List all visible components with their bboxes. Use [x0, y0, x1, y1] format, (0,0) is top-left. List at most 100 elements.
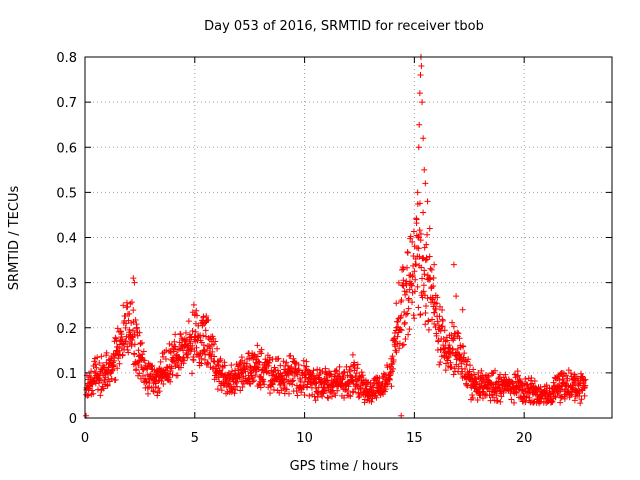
data-point: [484, 372, 491, 379]
data-point: [204, 359, 211, 366]
data-point: [192, 328, 199, 335]
data-point: [144, 385, 151, 392]
data-point: [268, 377, 275, 384]
data-point: [130, 275, 137, 282]
data-point: [497, 371, 504, 378]
data-point: [469, 392, 476, 399]
data-point: [549, 398, 556, 405]
data-point: [559, 370, 566, 377]
data-point: [130, 327, 137, 334]
data-point: [423, 256, 430, 263]
x-tick-label: 10: [296, 431, 313, 446]
data-point: [316, 367, 323, 374]
data-point: [444, 337, 451, 344]
data-point: [205, 316, 212, 323]
data-point: [552, 394, 559, 401]
data-point: [373, 394, 380, 401]
data-point: [568, 391, 575, 398]
data-point: [207, 345, 214, 352]
data-point: [389, 353, 396, 360]
data-point: [450, 371, 457, 378]
data-point: [274, 367, 281, 374]
data-point: [167, 368, 174, 375]
x-axis-label: GPS time / hours: [290, 459, 399, 474]
data-point: [430, 274, 437, 281]
data-point: [274, 356, 281, 363]
data-point: [393, 349, 400, 356]
data-point: [136, 357, 143, 364]
data-point: [431, 320, 438, 327]
data-point: [129, 334, 136, 341]
data-point: [105, 364, 112, 371]
y-tick-label: 0.7: [56, 96, 77, 111]
data-point: [552, 393, 559, 400]
data-point: [563, 372, 570, 379]
data-point: [87, 374, 94, 381]
data-point: [419, 99, 426, 106]
data-point: [162, 356, 169, 363]
data-point: [453, 352, 460, 359]
data-point: [336, 363, 343, 370]
data-point: [92, 361, 99, 368]
data-point: [400, 341, 407, 348]
data-point: [193, 307, 200, 314]
data-point: [140, 372, 147, 379]
data-point: [528, 375, 535, 382]
data-point: [478, 367, 485, 374]
data-point: [400, 277, 407, 284]
data-point: [93, 364, 100, 371]
data-point: [420, 282, 427, 289]
data-point: [450, 261, 457, 268]
data-point: [233, 379, 240, 386]
data-point: [94, 354, 101, 361]
data-point: [436, 313, 443, 320]
data-point: [118, 331, 125, 338]
data-point: [152, 380, 159, 387]
data-point: [550, 379, 557, 386]
data-point: [390, 365, 397, 372]
data-point: [140, 348, 147, 355]
data-point: [372, 392, 379, 399]
data-point: [404, 310, 411, 317]
data-point: [116, 347, 123, 354]
data-point: [320, 390, 327, 397]
data-point: [91, 368, 98, 375]
data-point: [237, 387, 244, 394]
data-point: [184, 354, 191, 361]
data-point: [397, 326, 404, 333]
data-point: [180, 347, 187, 354]
data-point: [474, 397, 481, 404]
data-point: [133, 324, 140, 331]
data-point: [407, 233, 414, 240]
data-point: [345, 388, 352, 395]
data-point: [494, 397, 501, 404]
data-point: [165, 376, 172, 383]
data-point: [455, 330, 462, 337]
data-point: [428, 284, 435, 291]
data-point: [325, 395, 332, 402]
data-point: [426, 225, 433, 232]
data-point: [156, 388, 163, 395]
data-point: [259, 377, 266, 384]
data-point: [439, 316, 446, 323]
data-point: [167, 349, 174, 356]
data-point: [277, 362, 284, 369]
data-point: [453, 356, 460, 363]
data-point: [561, 395, 568, 402]
data-point: [578, 396, 585, 403]
data-point: [332, 392, 339, 399]
grid: [85, 57, 612, 418]
data-point: [212, 338, 219, 345]
data-point: [252, 352, 259, 359]
data-point: [207, 352, 214, 359]
data-point: [96, 376, 103, 383]
data-point: [450, 335, 457, 342]
data-point: [89, 387, 96, 394]
data-point: [231, 367, 238, 374]
data-point: [198, 360, 205, 367]
data-point: [98, 386, 105, 393]
data-point: [148, 363, 155, 370]
data-point: [177, 331, 184, 338]
data-point: [324, 394, 331, 401]
